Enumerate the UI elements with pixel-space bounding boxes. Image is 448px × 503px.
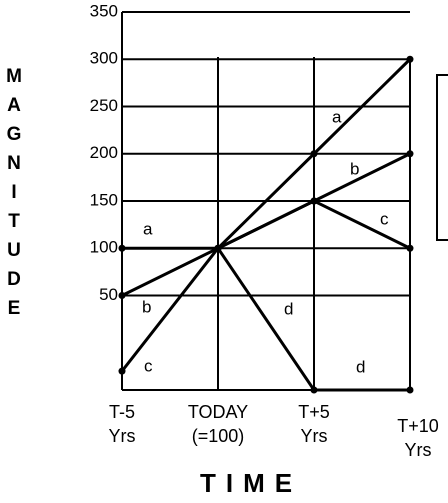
series-label: b	[350, 159, 359, 178]
series-label: b	[142, 297, 151, 316]
data-point	[406, 150, 414, 158]
data-point	[310, 386, 318, 394]
x-tick-label: TODAY (=100)	[187, 402, 249, 446]
data-point	[406, 386, 414, 394]
y-axis-label: MAGNITUDE	[6, 66, 22, 319]
series-label: c	[380, 209, 389, 228]
series-label: a	[332, 107, 342, 126]
data-point	[406, 55, 414, 63]
data-point	[406, 244, 414, 252]
data-point	[118, 292, 126, 299]
y-tick-label: 50	[99, 285, 118, 304]
legend-box-fragment	[436, 74, 448, 241]
y-tick-label: 300	[90, 49, 118, 68]
data-point	[214, 244, 222, 252]
y-tick-label: 250	[90, 96, 118, 115]
series-label: a	[143, 219, 153, 238]
y-tick-label: 150	[90, 190, 118, 209]
data-point	[118, 244, 126, 252]
series-label: c	[144, 356, 153, 375]
y-tick-label: 350	[90, 1, 118, 20]
x-tick-label: T+10 Yrs	[397, 416, 439, 460]
y-tick-label: 200	[90, 143, 118, 162]
series-label: d	[284, 299, 293, 318]
y-tick-label: 100	[90, 238, 118, 257]
data-point	[310, 150, 318, 158]
data-point	[118, 367, 126, 375]
series-label: d	[356, 357, 365, 376]
x-tick-label: T-5 Yrs	[108, 402, 136, 446]
x-axis-label: TIME	[200, 468, 303, 498]
series-line	[122, 58, 412, 250]
series-line	[120, 199, 411, 373]
data-point	[310, 197, 318, 205]
x-tick-label: T+5 Yrs	[298, 402, 330, 446]
